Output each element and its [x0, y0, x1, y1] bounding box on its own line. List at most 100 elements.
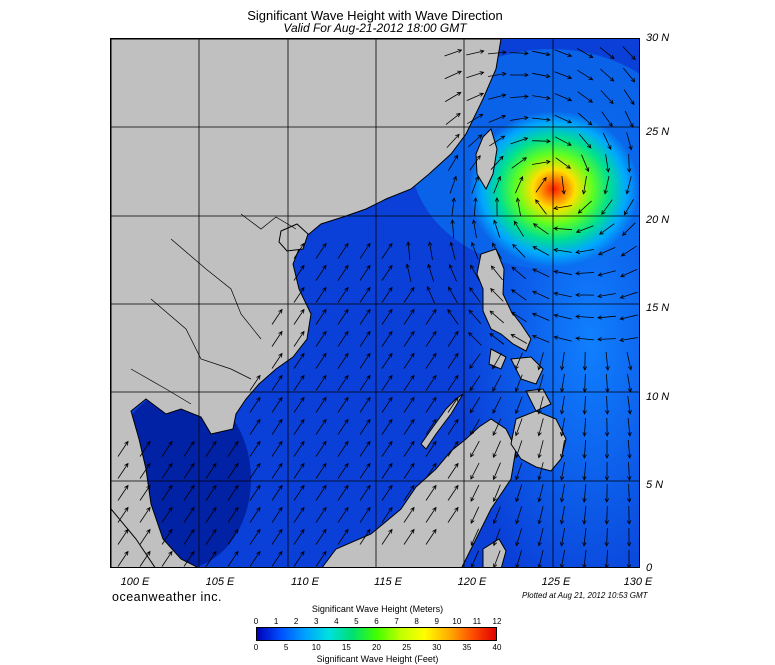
wave-direction-arrow — [582, 417, 587, 437]
wave-direction-arrow — [381, 330, 393, 347]
wave-direction-arrow — [469, 397, 481, 414]
wave-direction-arrow — [582, 395, 587, 415]
wave-direction-arrow — [337, 396, 349, 413]
wave-direction-arrow — [511, 157, 528, 169]
wave-direction-arrow — [624, 110, 634, 128]
wave-direction-arrow — [227, 440, 239, 457]
wave-direction-arrow — [515, 506, 523, 525]
wave-direction-arrow — [293, 550, 305, 567]
wave-direction-arrow — [602, 132, 612, 151]
wave-direction-arrow — [626, 132, 633, 151]
wave-direction-arrow — [489, 310, 505, 324]
wave-direction-arrow — [559, 462, 565, 481]
wave-direction-arrow — [466, 92, 485, 101]
wave-direction-arrow — [559, 484, 565, 503]
wave-direction-arrow — [492, 462, 501, 481]
wave-direction-arrow — [447, 154, 459, 171]
wave-direction-arrow — [577, 91, 594, 103]
wave-direction-arrow — [622, 67, 636, 83]
wave-direction-arrow — [205, 462, 217, 479]
lat-label-5n: 5 N — [646, 479, 664, 491]
colorbar-tick: 1 — [273, 617, 279, 626]
wave-direction-arrow — [403, 440, 415, 457]
wave-direction-arrow — [532, 95, 551, 101]
wave-direction-arrow — [515, 528, 523, 547]
wave-direction-arrow — [490, 287, 504, 302]
wave-direction-arrow — [446, 133, 460, 148]
colorbar-tick: 11 — [472, 617, 482, 626]
wave-direction-arrow — [553, 291, 572, 298]
wave-direction-arrow — [473, 197, 478, 217]
wave-direction-arrow — [468, 309, 482, 325]
wave-direction-arrow — [582, 461, 587, 481]
wave-direction-arrow — [598, 223, 615, 235]
wave-direction-arrow — [359, 286, 371, 303]
wave-direction-arrow — [337, 418, 349, 435]
wave-direction-arrow — [315, 396, 327, 413]
lat-label-15n: 15 N — [646, 302, 670, 314]
wave-direction-arrow — [515, 396, 523, 415]
wave-direction-arrow — [315, 462, 327, 479]
wave-direction-arrow — [581, 176, 587, 195]
wave-direction-arrow — [605, 154, 610, 173]
wave-direction-arrow — [600, 68, 615, 82]
wave-direction-arrow — [293, 352, 305, 369]
wave-direction-arrow — [619, 337, 638, 343]
wave-direction-arrow — [403, 352, 415, 369]
wave-direction-arrow — [600, 90, 614, 105]
wave-direction-arrow — [510, 289, 527, 301]
wave-direction-arrow — [161, 550, 173, 567]
wave-direction-arrow — [466, 49, 485, 56]
colorbar-tick: 20 — [372, 643, 381, 652]
wave-direction-arrow — [553, 313, 572, 320]
wave-direction-arrow — [293, 418, 305, 435]
chart-subtitle: Valid For Aug-21-2012 18:00 GMT — [283, 21, 467, 35]
wave-direction-arrow — [532, 159, 551, 165]
colorbar-tick: 30 — [432, 643, 442, 652]
wave-direction-arrow — [403, 484, 415, 501]
wave-direction-arrow — [554, 49, 573, 57]
wave-direction-arrow — [381, 440, 393, 457]
wave-direction-arrow — [359, 418, 371, 435]
wave-direction-arrows — [117, 46, 638, 567]
wave-direction-arrow — [493, 550, 501, 567]
wave-direction-arrow — [381, 462, 393, 479]
lat-label-25n: 25 N — [646, 126, 670, 138]
wave-direction-arrow — [489, 332, 505, 345]
wave-direction-arrow — [627, 461, 632, 481]
wave-direction-arrow — [561, 176, 566, 195]
wave-direction-arrow — [205, 440, 217, 457]
wave-direction-arrow — [425, 308, 437, 325]
wave-direction-arrow — [531, 312, 550, 321]
wave-direction-arrow — [582, 439, 587, 459]
wave-direction-arrow — [493, 219, 501, 238]
wave-direction-arrow — [537, 550, 544, 567]
wave-direction-arrow — [531, 139, 551, 144]
wave-direction-arrow — [488, 114, 507, 123]
wave-direction-arrow — [405, 263, 412, 282]
wave-direction-arrow — [337, 462, 349, 479]
wave-direction-arrow — [161, 528, 173, 545]
wave-direction-arrow — [626, 550, 632, 567]
wave-direction-arrow — [271, 308, 283, 325]
wave-direction-arrow — [183, 550, 195, 567]
wave-direction-arrow — [511, 266, 527, 280]
wave-direction-arrow — [470, 506, 480, 525]
wave-direction-arrow — [466, 71, 485, 79]
wave-direction-arrow — [487, 50, 507, 55]
wave-direction-arrow — [293, 374, 305, 391]
wave-direction-arrow — [493, 528, 501, 547]
wave-direction-arrow — [425, 440, 437, 457]
wave-direction-arrow — [381, 242, 393, 259]
wave-direction-arrow — [575, 336, 595, 341]
wave-direction-arrow — [470, 264, 480, 281]
wave-direction-arrow — [381, 528, 393, 545]
wave-direction-arrow — [183, 528, 195, 545]
wave-direction-arrow — [444, 70, 463, 80]
wave-direction-arrow — [426, 285, 435, 304]
wave-direction-arrow — [532, 72, 551, 79]
wave-direction-arrow — [359, 440, 371, 457]
wave-direction-arrow — [183, 462, 195, 479]
wave-direction-arrow — [627, 396, 632, 415]
wave-direction-arrow — [227, 462, 239, 479]
